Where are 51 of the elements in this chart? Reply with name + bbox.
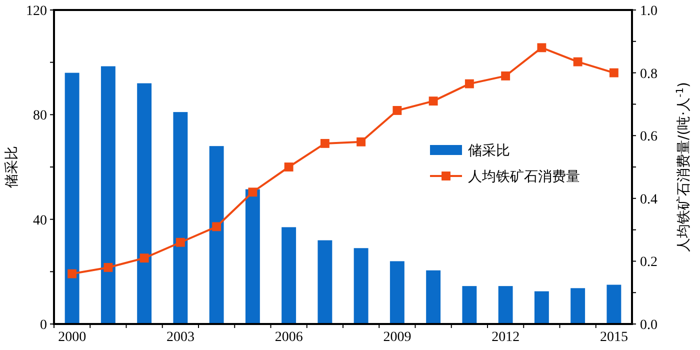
y2-tick-label: 0.6 [640, 130, 658, 145]
y2-tick-label: 0.0 [640, 318, 658, 333]
legend-label: 人均铁矿石消费量 [468, 169, 580, 185]
bar [390, 261, 404, 324]
legend-label: 储采比 [468, 143, 510, 159]
point [428, 96, 438, 106]
point [212, 222, 222, 232]
point [320, 138, 330, 148]
x-tick-label: 2006 [274, 330, 303, 345]
point [68, 269, 77, 278]
x-tick-label: 2009 [383, 330, 412, 345]
bar [209, 146, 224, 324]
point [392, 106, 402, 115]
bar [282, 227, 296, 324]
y-tick-label: 80 [33, 108, 47, 124]
point [356, 137, 366, 146]
y2-tick-label: 0.4 [640, 192, 658, 208]
y-tick-label: 120 [26, 4, 47, 19]
point [104, 263, 113, 272]
bar [100, 66, 116, 324]
bar [570, 288, 586, 324]
x-tick-label: 2000 [58, 330, 86, 345]
point [284, 162, 294, 172]
x-tick-label: 2012 [492, 330, 520, 345]
point [176, 238, 185, 247]
point [609, 68, 618, 78]
bar [318, 240, 332, 324]
x-tick-label: 2003 [166, 330, 194, 345]
bar [498, 286, 513, 324]
x-tick-label: 2015 [600, 330, 628, 345]
bar [137, 83, 152, 324]
y-tick-label: 0 [40, 318, 47, 333]
y2-tick-label: 1.0 [640, 4, 658, 19]
bar [173, 112, 188, 324]
bar [462, 286, 477, 324]
y2-tick-label: 0.2 [640, 255, 658, 270]
point [464, 79, 474, 88]
y2-tick-label: 0.8 [640, 66, 658, 82]
point [537, 43, 546, 52]
point [140, 254, 149, 263]
point [501, 71, 510, 80]
bar [64, 72, 80, 324]
bar [354, 248, 368, 324]
point [573, 57, 582, 66]
point [248, 188, 258, 197]
y-tick-label: 40 [33, 213, 47, 228]
y-axis-title: 储采比 [4, 146, 20, 188]
bar [606, 284, 622, 324]
bar [245, 189, 260, 324]
bar [534, 291, 549, 324]
bar [426, 270, 441, 324]
